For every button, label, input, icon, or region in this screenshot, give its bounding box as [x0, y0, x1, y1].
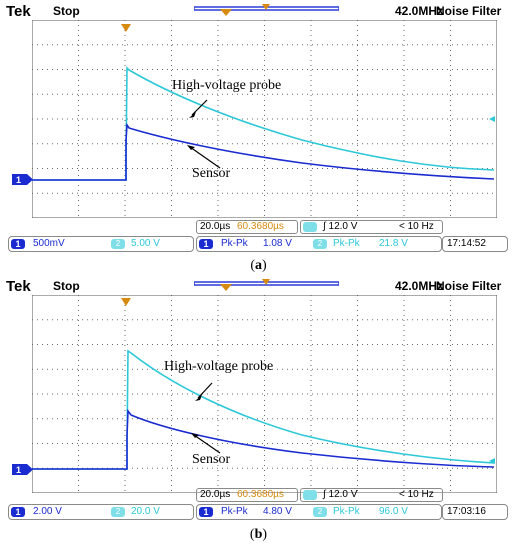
arrow-probe	[197, 382, 213, 399]
trace-sensor	[32, 122, 495, 181]
meas1-name: Pk-Pk	[221, 506, 248, 517]
ch1-scale: 2.00 V	[33, 506, 62, 517]
caption-a: (a)	[250, 258, 267, 273]
label-sensor: Sensor	[192, 452, 231, 467]
trigger-frequency-readout: < 10 Hz	[399, 221, 434, 232]
expansion-point-icon	[262, 279, 270, 285]
trigger-marker-icon	[121, 24, 131, 32]
graticule	[32, 20, 497, 218]
label-sensor: Sensor	[192, 166, 231, 181]
measurement-box: 1 Pk-Pk 1.08 V 2 Pk-Pk 21.8 V	[196, 236, 442, 252]
meas2-name: Pk-Pk	[333, 238, 360, 249]
status-bar: 1 500mV 2 5.00 V 1 Pk-Pk 1.08 V 2 Pk-Pk …	[8, 236, 508, 252]
waveform-display: High-voltage probe Sensor	[32, 295, 497, 493]
ch1-scale: 500mV	[33, 238, 65, 249]
status-bar: 1 2.00 V 2 20.0 V 1 Pk-Pk 4.80 V 2 Pk-Pk…	[8, 504, 508, 520]
trigger-level-readout: ∫ 12.0 V	[323, 221, 358, 232]
acquisition-state: Stop	[53, 4, 80, 18]
meas1-value: 4.80 V	[263, 506, 292, 517]
scope-header: Tek Stop 42.0MHz Noise Filter	[0, 0, 517, 20]
trigger-position-icon	[220, 284, 232, 291]
clock-box: 17:14:52	[442, 236, 508, 252]
timebase-readout: 20.0µs	[200, 489, 231, 500]
trigger-channel-chip	[303, 490, 317, 500]
trigger-position-icon	[220, 9, 232, 16]
label-high-voltage-probe: High-voltage probe	[164, 359, 274, 374]
timebase-box: 20.0µs 60.3680µs	[196, 220, 298, 234]
channel-scale-box: 1 500mV 2 5.00 V	[8, 236, 194, 252]
brand-label: Tek	[6, 3, 31, 20]
label-high-voltage-probe: High-voltage probe	[172, 78, 282, 93]
trace-high-voltage-probe	[32, 349, 495, 470]
svg-text:1: 1	[16, 465, 21, 475]
meas2-name: Pk-Pk	[333, 506, 360, 517]
meas2-value: 96.0 V	[379, 506, 408, 517]
arrow-sensor	[193, 434, 221, 454]
timebase-box: 20.0µs 60.3680µs	[196, 488, 298, 502]
caption-b: (b)	[249, 527, 268, 542]
bandwidth-readout: 42.0MHz	[395, 4, 444, 18]
trigger-level-readout: ∫ 12.0 V	[323, 489, 358, 500]
timebase-readout: 20.0µs	[200, 221, 231, 232]
scope-header: Tek Stop 42.0MHz Noise Filter	[0, 275, 517, 295]
trigger-box: ∫ 12.0 V < 10 Hz	[300, 488, 443, 502]
ch1-ground-marker: 1	[12, 174, 33, 185]
ch2-scale: 20.0 V	[131, 506, 160, 517]
ch2-offscreen-icon	[489, 116, 495, 122]
trace-sensor	[32, 408, 495, 470]
brand-label: Tek	[6, 278, 31, 295]
arrow-sensor	[189, 146, 221, 169]
trigger-position-readout: 60.3680µs	[237, 489, 284, 500]
trigger-position-readout: 60.3680µs	[237, 221, 284, 232]
acquisition-state: Stop	[53, 279, 80, 293]
meas1-value: 1.08 V	[263, 238, 292, 249]
trigger-frequency-readout: < 10 Hz	[399, 489, 434, 500]
svg-text:1: 1	[16, 175, 21, 185]
bandwidth-readout: 42.0MHz	[395, 279, 444, 293]
record-view-bar	[194, 279, 339, 291]
meas2-value: 21.8 V	[379, 238, 408, 249]
clock-readout: 17:14:52	[447, 238, 486, 249]
arrow-probe	[191, 99, 208, 116]
clock-readout: 17:03:16	[447, 506, 486, 517]
trace-high-voltage-probe	[32, 66, 495, 181]
ch2-scale: 5.00 V	[131, 238, 160, 249]
ch2-offscreen-icon	[489, 458, 495, 464]
clock-box: 17:03:16	[442, 504, 508, 520]
measurement-box: 1 Pk-Pk 4.80 V 2 Pk-Pk 96.0 V	[196, 504, 442, 520]
ch1-ground-marker: 1	[12, 464, 33, 475]
waveform-display: High-voltage probe Sensor	[32, 20, 497, 218]
graticule	[32, 295, 497, 493]
noise-filter-label: Noise Filter	[436, 279, 502, 293]
expansion-point-icon	[262, 4, 270, 10]
meas1-name: Pk-Pk	[221, 238, 248, 249]
channel-scale-box: 1 2.00 V 2 20.0 V	[8, 504, 194, 520]
noise-filter-label: Noise Filter	[436, 4, 502, 18]
trigger-marker-icon	[121, 298, 131, 306]
trigger-box: ∫ 12.0 V < 10 Hz	[300, 220, 443, 234]
trigger-channel-chip	[303, 222, 317, 232]
record-view-bar	[194, 4, 339, 16]
